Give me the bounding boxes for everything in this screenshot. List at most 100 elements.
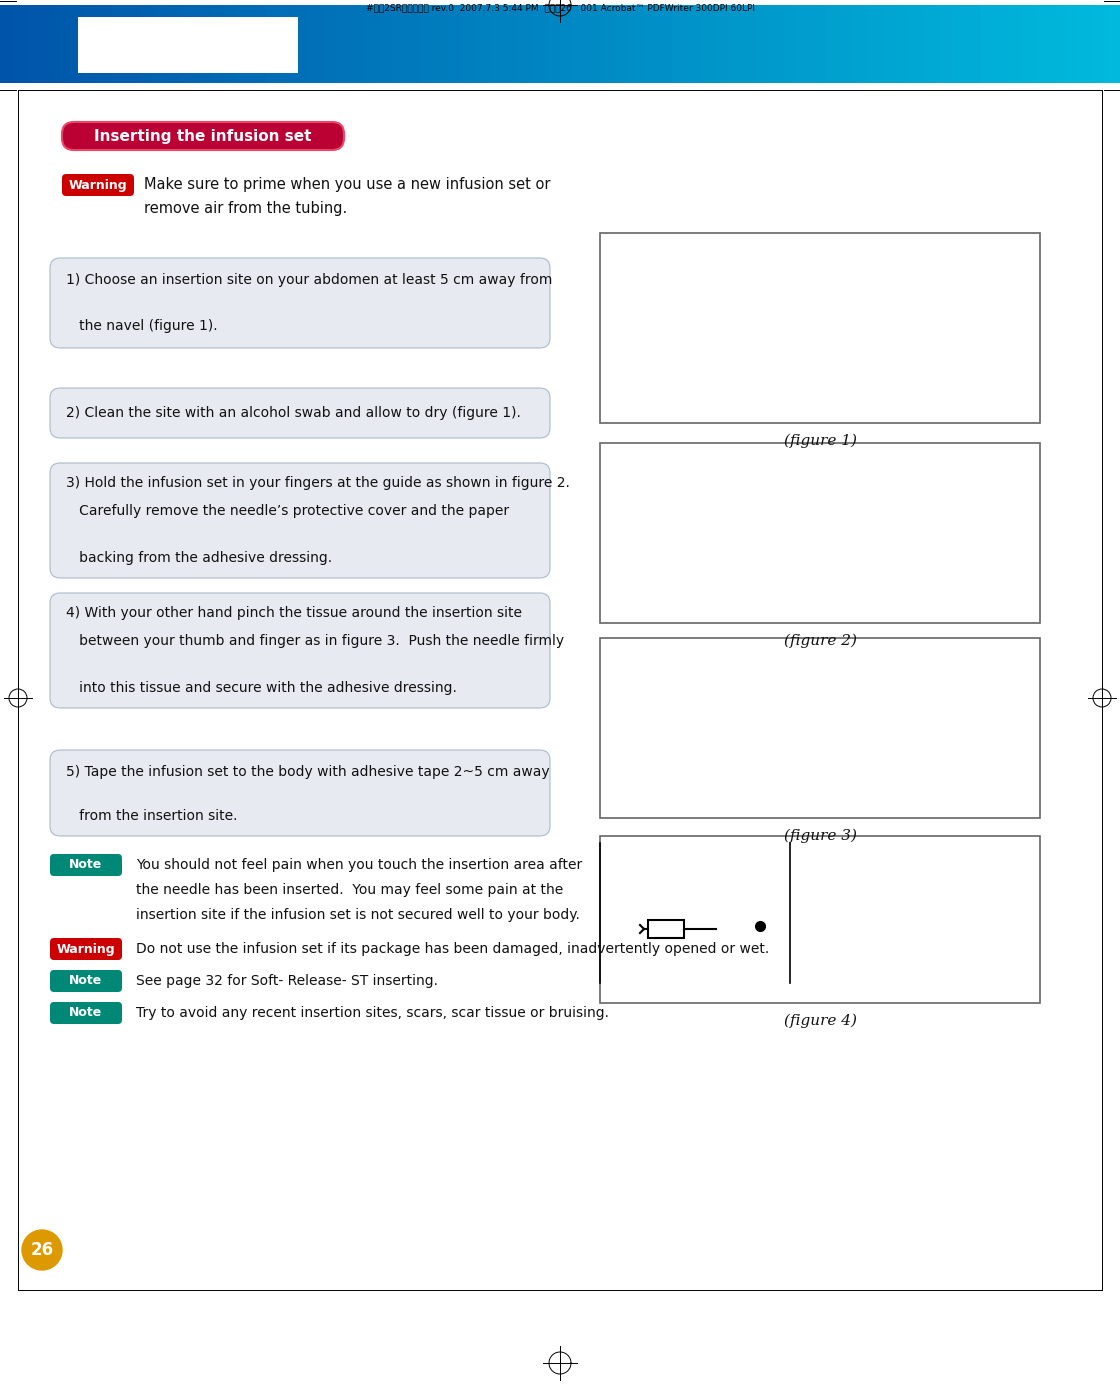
FancyBboxPatch shape [50, 593, 550, 707]
Bar [491, 6, 505, 82]
Bar [784, 6, 799, 82]
Bar [659, 6, 673, 82]
Bar [140, 6, 155, 82]
Bar [112, 6, 127, 82]
FancyBboxPatch shape [62, 122, 344, 150]
Bar [700, 6, 715, 82]
FancyBboxPatch shape [50, 1002, 122, 1023]
Bar [853, 6, 869, 82]
Bar [980, 6, 995, 82]
Text: Inserting the infusion set: Inserting the infusion set [94, 129, 311, 144]
Bar [78, 17, 298, 73]
Bar [532, 6, 547, 82]
Text: (figure 2): (figure 2) [784, 633, 857, 649]
Text: from the insertion site.: from the insertion site. [66, 809, 237, 823]
Bar [267, 6, 281, 82]
Bar [196, 6, 211, 82]
Bar [349, 6, 365, 82]
Bar [84, 6, 99, 82]
Bar [43, 6, 57, 82]
Bar [600, 233, 1040, 424]
Text: (figure 3): (figure 3) [784, 829, 857, 843]
Text: See page 32 for Soft‑ Release‑ ST inserting.: See page 32 for Soft‑ Release‑ ST insert… [136, 974, 438, 988]
Bar [1105, 6, 1120, 82]
Bar [1008, 6, 1023, 82]
Bar [504, 6, 519, 82]
Bar [476, 6, 491, 82]
Text: the needle has been inserted.  You may feel some pain at the: the needle has been inserted. You may fe… [136, 884, 563, 898]
Text: the navel (figure 1).: the navel (figure 1). [66, 319, 217, 333]
Bar [924, 6, 939, 82]
Bar [812, 6, 827, 82]
Bar [435, 6, 449, 82]
FancyBboxPatch shape [50, 259, 550, 348]
FancyBboxPatch shape [50, 938, 122, 960]
Bar [1021, 6, 1037, 82]
Bar [211, 6, 225, 82]
Bar [308, 6, 323, 82]
Text: #다뉂2SR영문메뉴얼 rev.0  2007.7.3 5:44 PM  페이지26   001 Acrobat™ PDFWriter 300DPI 60LPI: #다뉂2SR영문메뉴얼 rev.0 2007.7.3 5:44 PM 페이지26… [365, 3, 755, 13]
Text: 4) With your other hand pinch the tissue around the insertion site: 4) With your other hand pinch the tissue… [66, 605, 522, 619]
Bar [237, 6, 253, 82]
Bar [600, 836, 1040, 1002]
Bar [965, 6, 981, 82]
Bar [883, 6, 897, 82]
Text: between your thumb and finger as in figure 3.  Push the needle firmly: between your thumb and finger as in figu… [66, 635, 564, 649]
Bar [840, 6, 855, 82]
Text: Note: Note [69, 858, 103, 871]
Bar [420, 6, 435, 82]
Bar [728, 6, 743, 82]
Bar [547, 6, 561, 82]
Bar [825, 6, 841, 82]
FancyBboxPatch shape [50, 749, 550, 836]
FancyBboxPatch shape [62, 173, 134, 196]
Bar [629, 6, 645, 82]
Bar [364, 6, 379, 82]
Bar [1064, 6, 1079, 82]
Bar [517, 6, 533, 82]
Bar [56, 6, 71, 82]
Text: 3) Hold the infusion set in your fingers at the guide as shown in figure 2.: 3) Hold the infusion set in your fingers… [66, 475, 570, 491]
Bar [377, 6, 393, 82]
Bar [600, 443, 1040, 624]
Text: Note: Note [69, 974, 103, 987]
Text: (figure 1): (figure 1) [784, 433, 857, 449]
Bar [995, 6, 1009, 82]
Bar [99, 6, 113, 82]
Bar [741, 6, 757, 82]
Bar [896, 6, 911, 82]
Bar [648, 920, 684, 938]
Bar [293, 6, 309, 82]
Bar [448, 6, 463, 82]
Bar [685, 6, 701, 82]
Text: Note: Note [69, 1007, 103, 1019]
Text: 1) Choose an insertion site on your abdomen at least 5 cm away from: 1) Choose an insertion site on your abdo… [66, 273, 552, 287]
Bar [672, 6, 687, 82]
Bar [461, 6, 477, 82]
Bar [280, 6, 295, 82]
Bar [909, 6, 925, 82]
Bar [405, 6, 421, 82]
Bar [715, 6, 729, 82]
Bar [1077, 6, 1093, 82]
Bar [224, 6, 239, 82]
Bar [323, 6, 337, 82]
Bar [392, 6, 407, 82]
Bar [644, 6, 659, 82]
Text: into this tissue and secure with the adhesive dressing.: into this tissue and secure with the adh… [66, 681, 457, 695]
Text: 5) Tape the infusion set to the body with adhesive tape 2~5 cm away: 5) Tape the infusion set to the body wit… [66, 765, 550, 779]
Text: remove air from the tubing.: remove air from the tubing. [144, 200, 347, 215]
Bar [588, 6, 603, 82]
Bar [603, 6, 617, 82]
Bar [756, 6, 771, 82]
Bar [600, 637, 1040, 818]
Bar [181, 6, 197, 82]
Bar [771, 6, 785, 82]
Bar [616, 6, 631, 82]
Text: Carefully remove the needle’s protective cover and the paper: Carefully remove the needle’s protective… [66, 505, 510, 519]
Bar [153, 6, 169, 82]
FancyBboxPatch shape [50, 463, 550, 577]
Text: You should not feel pain when you touch the insertion area after: You should not feel pain when you touch … [136, 858, 582, 872]
Bar [939, 6, 953, 82]
FancyBboxPatch shape [50, 389, 550, 438]
